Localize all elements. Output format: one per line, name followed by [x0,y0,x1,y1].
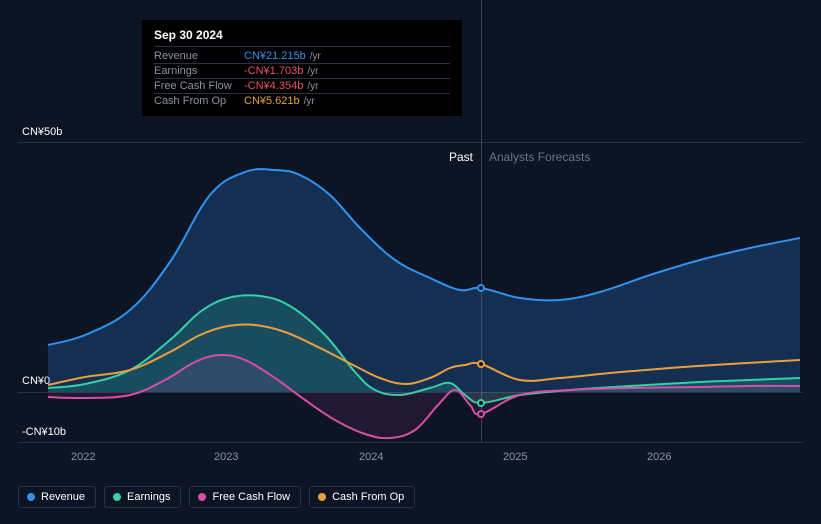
x-tick-2024: 2024 [359,451,383,463]
x-tick-2022: 2022 [71,451,95,463]
legend-label: Earnings [127,491,170,503]
legend-label: Revenue [41,491,85,503]
tooltip-label: Revenue [154,50,244,62]
marker-cash-from-op [477,360,485,368]
tooltip-row-cfo: Cash From Op CN¥5.621b /yr [154,94,450,108]
tooltip-date: Sep 30 2024 [154,28,450,47]
legend-dot-icon [318,493,326,501]
x-tick-2023: 2023 [214,451,238,463]
legend-label: Free Cash Flow [212,491,290,503]
legend-label: Cash From Op [332,491,404,503]
tooltip-unit: /yr [307,66,318,77]
tooltip-label: Free Cash Flow [154,80,244,92]
tooltip-value: -CN¥4.354b [244,80,303,92]
legend-toggle-cfo[interactable]: Cash From Op [309,486,415,508]
chart-legend: Revenue Earnings Free Cash Flow Cash Fro… [18,486,415,508]
legend-dot-icon [113,493,121,501]
marker-free-cash-flow [477,410,485,418]
legend-dot-icon [27,493,35,501]
tooltip-label: Cash From Op [154,95,244,107]
tooltip-row-fcf: Free Cash Flow -CN¥4.354b /yr [154,79,450,94]
chart-tooltip: Sep 30 2024 Revenue CN¥21.215b /yr Earni… [142,20,462,116]
marker-earnings [477,399,485,407]
tooltip-unit: /yr [310,51,321,62]
tooltip-value: CN¥21.215b [244,50,306,62]
marker-revenue [477,284,485,292]
tooltip-row-earnings: Earnings -CN¥1.703b /yr [154,64,450,79]
x-tick-2025: 2025 [503,451,527,463]
tooltip-unit: /yr [304,96,315,107]
tooltip-label: Earnings [154,65,244,77]
legend-toggle-revenue[interactable]: Revenue [18,486,96,508]
tooltip-value: CN¥5.621b [244,95,300,107]
financials-chart: Past Analysts Forecasts CN¥50b CN¥0 -CN¥… [0,0,821,524]
x-tick-2026: 2026 [647,451,671,463]
legend-toggle-fcf[interactable]: Free Cash Flow [189,486,301,508]
tooltip-value: -CN¥1.703b [244,65,303,77]
legend-dot-icon [198,493,206,501]
tooltip-row-revenue: Revenue CN¥21.215b /yr [154,49,450,64]
tooltip-unit: /yr [307,81,318,92]
legend-toggle-earnings[interactable]: Earnings [104,486,181,508]
